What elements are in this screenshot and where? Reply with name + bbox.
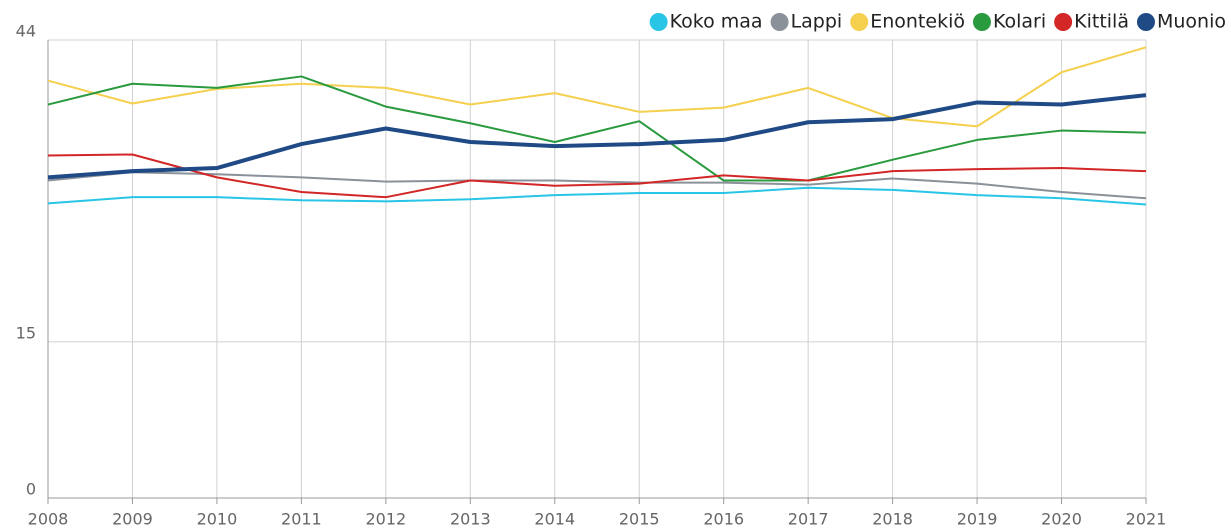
x-tick-label: 2018: [872, 510, 913, 529]
legend-marker: [649, 13, 668, 31]
legend-label: Kittilä: [1074, 11, 1129, 33]
series-line: [47, 93, 1147, 180]
x-tick-label: 2015: [619, 510, 660, 529]
legend-label: Lappi: [791, 11, 843, 33]
legend-marker: [1136, 13, 1155, 31]
x-tick-label: 2017: [788, 510, 829, 529]
x-tick-label: 2008: [28, 510, 69, 529]
y-tick-label: 15: [16, 323, 36, 342]
y-tick-label: 0: [26, 480, 36, 499]
legend-label: Enontekiö: [870, 11, 965, 33]
legend-marker: [850, 13, 869, 31]
y-tick-label: 44: [16, 22, 36, 41]
x-tick-label: 2009: [112, 510, 153, 529]
x-tick-label: 2016: [703, 510, 744, 529]
legend-marker: [770, 13, 789, 31]
legend-marker: [972, 13, 991, 31]
legend-marker: [1054, 13, 1073, 31]
x-tick-label: 2020: [1041, 510, 1082, 529]
series-line: [47, 171, 1147, 200]
series-line: [47, 75, 1147, 182]
x-tick-label: 2012: [365, 510, 406, 529]
x-tick-label: 2021: [1126, 510, 1167, 529]
x-tick-label: 2019: [957, 510, 998, 529]
legend-label: Muonio: [1157, 11, 1226, 33]
series-line: [47, 153, 1147, 199]
legend-label: Kolari: [993, 11, 1046, 33]
x-tick-label: 2014: [534, 510, 575, 529]
grid: [47, 39, 1147, 499]
legend-label: Koko maa: [670, 11, 763, 33]
series-line: [47, 186, 1147, 206]
series-line: [47, 46, 1147, 128]
legend: Koko maa Lappi Enontekiö Kolari Kittilä Muoni…: [649, 11, 1226, 33]
x-tick-label: 2013: [450, 510, 491, 529]
x-tick-label: 2011: [281, 510, 322, 529]
x-tick-label: 2010: [197, 510, 238, 529]
